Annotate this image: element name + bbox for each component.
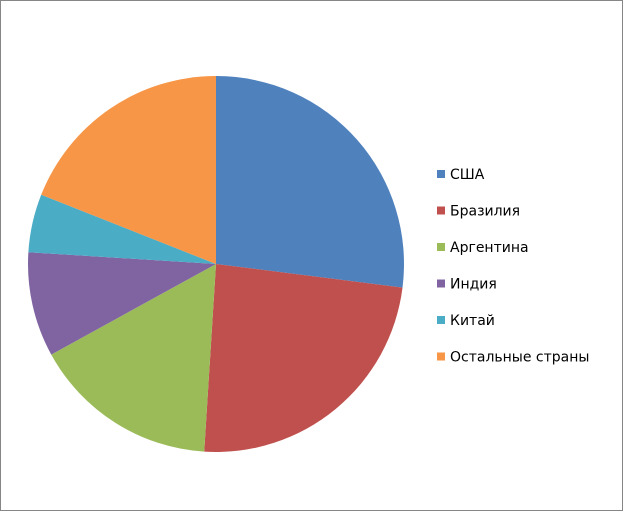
legend-label: Китай [450, 313, 495, 329]
pie-slice [41, 75, 216, 265]
legend-label: Аргентина [450, 240, 529, 256]
legend-swatch [437, 316, 445, 324]
legend-swatch [437, 243, 445, 251]
pie-slice [204, 264, 403, 453]
pie-slice [28, 194, 217, 264]
legend-swatch [437, 170, 445, 178]
pie-slice [216, 76, 405, 288]
legend-label: Индия [450, 277, 497, 293]
pie-slice [28, 252, 217, 355]
legend-label: Бразилия [450, 204, 520, 220]
legend-label: США [450, 167, 485, 183]
legend-label: Остальные страны [450, 350, 589, 366]
legend-swatch [437, 279, 445, 288]
legend-swatch [437, 352, 445, 361]
legend-swatch [437, 206, 445, 215]
pie-slice [51, 264, 216, 452]
